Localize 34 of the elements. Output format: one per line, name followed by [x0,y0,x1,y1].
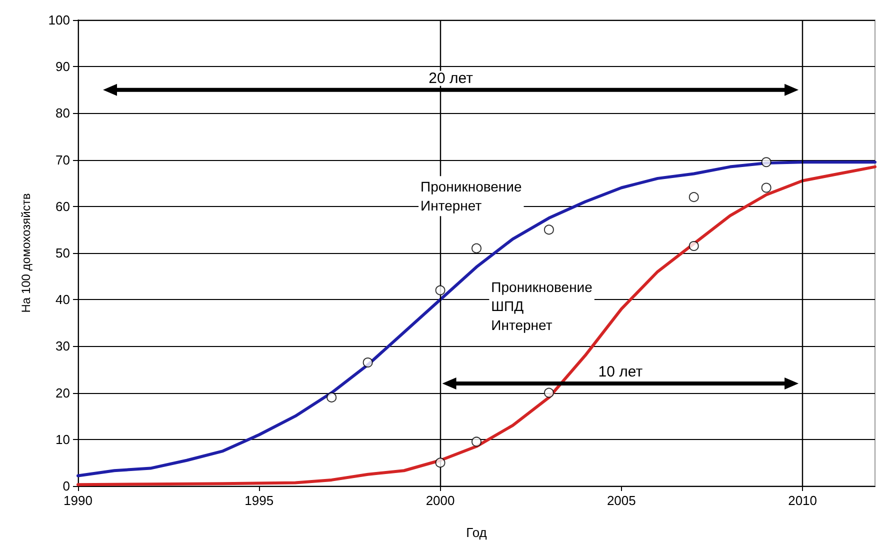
x-tick-label: 1990 [64,493,92,508]
series-label: Проникновение Интернет [420,178,522,214]
point [761,157,772,168]
point [544,388,554,398]
point [435,285,446,296]
y-tick-label: 20 [56,385,70,400]
annotation: 20 лет [428,70,474,87]
y-tick-label: 80 [56,106,70,121]
y-tick-label: 10 [56,432,70,447]
x-tick-label: 2010 [788,493,818,508]
y-tick-label: 90 [56,59,70,74]
x-tick-label: 2000 [426,493,455,508]
x-tick-label: 1995 [244,493,274,508]
y-tick-label: 0 [62,478,70,494]
y-tick-label: 60 [56,198,70,214]
point [761,182,772,193]
point [688,192,699,202]
x-tick-label: 2005 [606,493,636,508]
series-label: Проникновение ШПД Интернет [491,278,593,333]
x-axis-title: Год [466,525,488,540]
y-tick-label: 30 [56,338,70,354]
y-tick-label: 100 [48,12,70,28]
y-tick-label: 40 [56,292,70,308]
annotation: 10 лет [598,363,643,380]
point [472,436,482,447]
y-tick-label: 70 [56,152,70,168]
y-axis-title: На 100 домохозяйств [19,193,33,313]
point [472,243,482,254]
point [362,358,373,368]
point [544,224,554,235]
point [435,458,446,468]
point [688,241,699,252]
y-tick-label: 50 [56,246,70,260]
point [326,392,337,402]
